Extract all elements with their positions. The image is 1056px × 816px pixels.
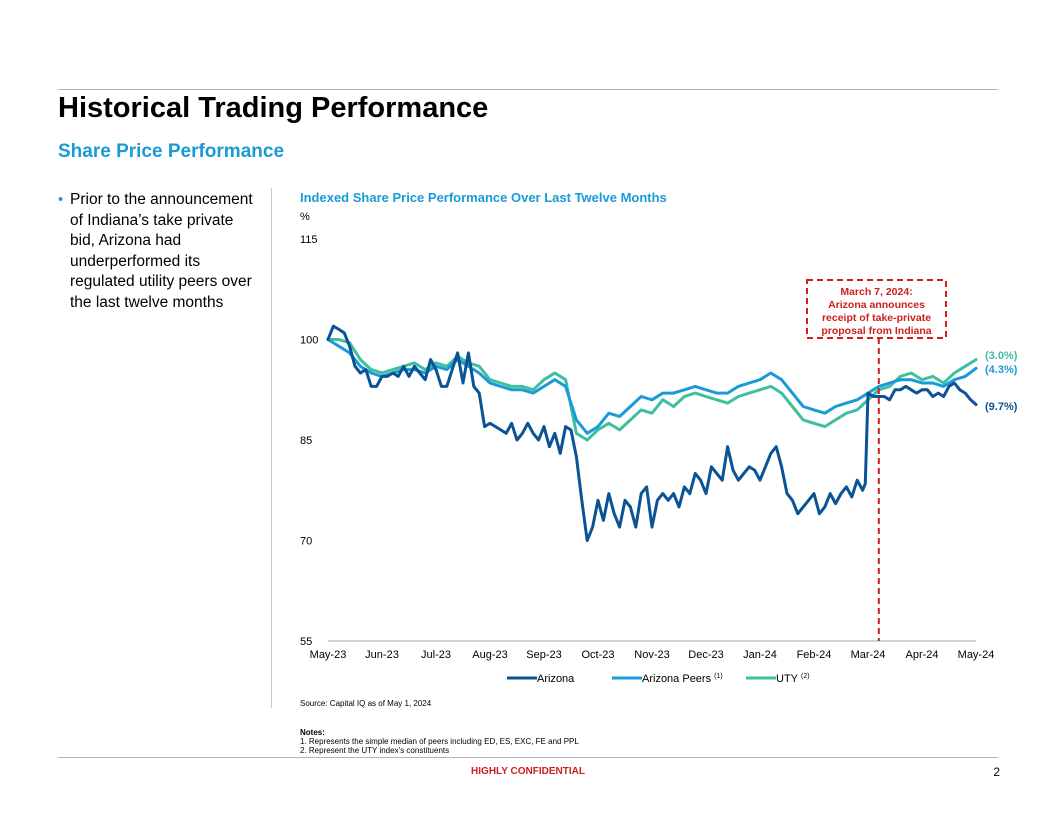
x-tick-label: Jul-23 bbox=[421, 649, 451, 661]
x-tick-label: Oct-23 bbox=[581, 649, 614, 661]
x-tick-label: Jan-24 bbox=[743, 649, 777, 661]
source-note: Source: Capital IQ as of May 1, 2024 bbox=[300, 699, 432, 708]
x-tick-label: May-24 bbox=[958, 649, 995, 661]
page-number: 2 bbox=[993, 765, 1000, 779]
series-line-arizona bbox=[326, 324, 978, 542]
y-tick-label: 85 bbox=[300, 435, 312, 447]
end-value-label: (9.7%) bbox=[985, 401, 1018, 413]
footnotes: Notes: 1. Represents the simple median o… bbox=[300, 728, 579, 755]
announcement-callout-text: Arizona announces bbox=[828, 299, 925, 311]
x-tick-label: Jun-23 bbox=[365, 649, 399, 661]
y-tick-label: 55 bbox=[300, 636, 312, 648]
announcement-callout-text: proposal from Indiana bbox=[821, 325, 931, 337]
announcement-callout-box bbox=[806, 279, 947, 339]
x-tick-label: May-23 bbox=[310, 649, 347, 661]
bullet-dot-icon: • bbox=[58, 191, 64, 208]
end-value-label: (3.0%) bbox=[985, 350, 1018, 362]
notes-heading: Notes: bbox=[300, 728, 325, 737]
footnote-2: 2. Represent the UTY index’s constituent… bbox=[300, 746, 450, 755]
share-price-chart: % 115 100 85 70 55 May-23 Jun-23 Jul-23 Aug-23 S… bbox=[300, 211, 1018, 685]
column-divider bbox=[271, 188, 272, 708]
page-subtitle: Share Price Performance bbox=[58, 141, 285, 162]
y-tick-label: 100 bbox=[300, 335, 318, 347]
summary-bullet-text: Prior to the announcement of Indiana’s t… bbox=[70, 191, 253, 311]
top-rule bbox=[58, 89, 998, 90]
y-tick-label: 70 bbox=[300, 536, 312, 548]
announcement-callout-text: receipt of take-private bbox=[822, 312, 931, 324]
end-value-label: (4.3%) bbox=[985, 364, 1018, 376]
legend-label: UTY (2) bbox=[776, 673, 810, 685]
legend-label: Arizona bbox=[537, 673, 575, 685]
x-tick-label: Apr-24 bbox=[905, 649, 938, 661]
footnote-1: 1. Represents the simple median of peers… bbox=[300, 737, 579, 746]
x-tick-label: Mar-24 bbox=[851, 649, 886, 661]
x-tick-label: Feb-24 bbox=[797, 649, 832, 661]
y-axis-unit-label: % bbox=[300, 211, 310, 223]
x-tick-label: Dec-23 bbox=[688, 649, 723, 661]
confidential-label: HIGHLY CONFIDENTIAL bbox=[471, 766, 585, 777]
x-tick-label: Aug-23 bbox=[472, 649, 507, 661]
x-tick-label: Sep-23 bbox=[526, 649, 561, 661]
page-title: Historical Trading Performance bbox=[58, 92, 489, 124]
y-tick-label: 115 bbox=[300, 234, 318, 246]
bottom-rule bbox=[58, 757, 998, 758]
chart-title: Indexed Share Price Performance Over Las… bbox=[300, 190, 667, 205]
legend-label: Arizona Peers (1) bbox=[642, 673, 723, 685]
announcement-callout-text: March 7, 2024: bbox=[840, 286, 912, 298]
x-tick-label: Nov-23 bbox=[634, 649, 669, 661]
summary-bullet: • Prior to the announcement of Indiana’s… bbox=[58, 190, 258, 313]
